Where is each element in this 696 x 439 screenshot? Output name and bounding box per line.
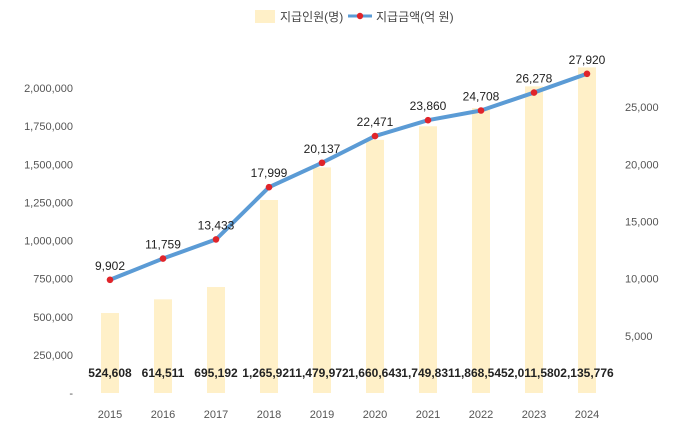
y-right-tick-label: 10,000: [625, 274, 659, 286]
x-tick-label: 2021: [416, 409, 440, 421]
bar-data-label: 2,011,580: [508, 366, 561, 380]
bar: [154, 299, 172, 393]
x-tick-label: 2017: [204, 409, 228, 421]
bar: [472, 108, 490, 393]
y-left-tick-label: 250,000: [33, 350, 73, 362]
line-point: [583, 70, 591, 78]
line-data-label: 27,920: [569, 53, 606, 67]
line-point: [424, 116, 432, 124]
bar-data-labels: 524,608 614,511 695,192 1,265,921 1,479,972 1…: [88, 366, 614, 380]
bar-data-label: 1,265,921: [242, 366, 296, 380]
bar: [101, 313, 119, 393]
x-tick-label: 2016: [151, 409, 175, 421]
bar-data-label: 1,660,643: [348, 366, 402, 380]
bar: [260, 200, 278, 393]
line-point: [530, 89, 538, 96]
y-left-tick-label: 1,500,000: [24, 159, 73, 171]
y-axis-left: - 250,000 500,000 750,000 1,000,000 1,250,000…: [24, 83, 73, 400]
y-right-tick-label: 20,000: [625, 159, 659, 171]
y-left-tick-label: -: [69, 388, 73, 400]
line-point: [318, 159, 326, 167]
line-data-label: 9,902: [95, 259, 125, 273]
y-right-tick-label: 25,000: [625, 102, 659, 114]
line-point: [371, 132, 379, 140]
bar-data-label: 695,192: [194, 366, 238, 380]
y-left-tick-label: 2,000,000: [24, 83, 73, 95]
bar-data-label: 524,608: [88, 366, 132, 380]
y-right-tick-label: 5,000: [625, 331, 653, 343]
line-series: [106, 70, 591, 284]
x-tick-label: 2024: [575, 409, 599, 421]
line-data-labels: 9,902 11,759 13,433 17,999 20,137 22,471 23,86…: [95, 53, 606, 273]
line-point: [106, 276, 114, 284]
y-left-tick-label: 500,000: [33, 312, 73, 324]
y-left-tick-label: 750,000: [33, 274, 73, 286]
bar-data-label: 1,868,545: [454, 366, 508, 380]
line-data-label: 26,278: [516, 72, 553, 86]
line-point: [265, 183, 273, 191]
line-point: [477, 107, 485, 114]
x-tick-label: 2022: [469, 409, 493, 421]
bar: [207, 287, 225, 393]
bar: [313, 167, 331, 393]
bar-data-label: 1,749,831: [401, 366, 455, 380]
bar: [578, 67, 596, 393]
bar: [419, 126, 437, 393]
line-point: [212, 236, 220, 243]
y-left-tick-label: 1,000,000: [24, 236, 73, 248]
y-left-tick-label: 1,250,000: [24, 197, 73, 209]
x-tick-label: 2023: [522, 409, 546, 421]
line-data-label: 11,759: [145, 238, 181, 252]
x-tick-label: 2020: [363, 409, 387, 421]
x-axis: 2015 2016 2017 2018 2019 2020 2021 2022 2023 2024: [98, 409, 599, 421]
line-data-label: 13,433: [198, 218, 235, 232]
legend-marker-line: [356, 12, 364, 20]
bar: [366, 139, 384, 393]
bar: [525, 86, 543, 394]
bar-series: [101, 67, 596, 394]
legend: 지급인원(명) 지급금액(억 원): [255, 10, 454, 24]
legend-label-line: 지급금액(억 원): [376, 10, 454, 24]
line-data-label: 24,708: [463, 90, 500, 104]
legend-label-bar: 지급인원(명): [280, 10, 343, 24]
line-point: [159, 255, 167, 262]
legend-swatch-bar: [255, 10, 275, 23]
bar-data-label: 2,135,776: [560, 366, 614, 380]
y-axis-right: 5,000 10,000 15,000 20,000 25,000: [625, 102, 659, 343]
line-data-label: 22,471: [357, 115, 394, 129]
line-data-label: 17,999: [251, 166, 288, 180]
bar-data-label: 614,511: [142, 366, 185, 380]
line-data-label: 23,860: [410, 99, 447, 113]
line-data-label: 20,137: [304, 142, 341, 156]
y-right-tick-label: 15,000: [625, 217, 659, 229]
series-line: [108, 71, 589, 282]
x-tick-label: 2018: [257, 409, 281, 421]
y-left-tick-label: 1,750,000: [24, 121, 73, 133]
x-tick-label: 2019: [310, 409, 334, 421]
bar-data-label: 1,479,972: [295, 366, 349, 380]
x-tick-label: 2015: [98, 409, 122, 421]
